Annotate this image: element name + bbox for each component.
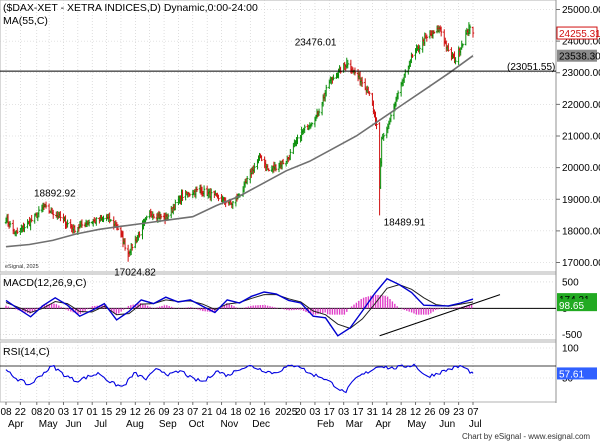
date-tick-label: 02 xyxy=(245,407,257,418)
rsi-legend: RSI(14,C) xyxy=(3,346,50,358)
month-label: Apr xyxy=(8,419,24,430)
last-price-value-box xyxy=(556,26,598,40)
macd-line xyxy=(5,277,474,337)
month-label: Jul xyxy=(94,419,107,430)
ma-legend: MA(55,C) xyxy=(3,15,48,27)
price-annotation: 18892.92 xyxy=(34,189,76,200)
month-label: Dec xyxy=(252,419,270,430)
rsi-tick-label: 100 xyxy=(562,344,579,355)
price-annotation: 23476.01 xyxy=(295,38,337,49)
month-label: May xyxy=(39,419,58,430)
month-label: Apr xyxy=(375,419,391,430)
month-label: Jul xyxy=(469,419,482,430)
ma55-line xyxy=(5,55,474,248)
rsi-value: 57.61 xyxy=(559,369,584,380)
chart-title: ($DAX-XET - XETRA INDICES,D) Dynamic,0:0… xyxy=(3,2,258,14)
date-tick-label: 03 xyxy=(338,407,350,418)
date-tick-label: 12 xyxy=(410,407,422,418)
date-tick-label: 09 xyxy=(439,407,451,418)
macd-signal-value-box xyxy=(557,299,597,312)
date-tick-label: 03 xyxy=(309,407,321,418)
macd-tick-label: 500 xyxy=(562,277,579,288)
rsi-pane xyxy=(0,363,556,394)
date-tick-label: 09 xyxy=(158,407,170,418)
date-tick-label: 21 xyxy=(202,407,214,418)
price-tick-label: 17000.00 xyxy=(562,258,600,269)
date-tick-label: 31 xyxy=(367,407,379,418)
date-tick-label: 22 xyxy=(15,407,27,418)
date-tick-label: 23 xyxy=(453,407,465,418)
ma55-value: 23538.30 xyxy=(559,52,600,63)
date-tick-label: 01 xyxy=(87,407,99,418)
price-tick-label: 21000.00 xyxy=(562,132,600,143)
ma55-value-box xyxy=(557,49,597,62)
date-tick-label: 29 xyxy=(115,407,127,418)
month-label: Sep xyxy=(159,419,177,430)
price-tick-label: 24000.00 xyxy=(562,37,600,48)
date-tick-label: 20 xyxy=(44,407,56,418)
price-annotation: (23051.55) xyxy=(507,62,555,73)
price-tick-label: 23000.00 xyxy=(562,68,600,79)
price-annotation: 17024.82 xyxy=(114,268,156,279)
axes: 17000.00 18000.00 19000.00 20000.00 21000.00… xyxy=(0,5,600,430)
date-tick-label: 07 xyxy=(187,407,199,418)
price-pane: 18892.92 17024.82 23476.01 18489.91 (23051.5… xyxy=(0,22,556,279)
date-tick-label: 26 xyxy=(144,407,156,418)
price-tick-label: 25000.00 xyxy=(562,5,600,16)
date-tick-label: 17 xyxy=(72,407,84,418)
date-tick-label: 26 xyxy=(424,407,436,418)
date-tick-label: 14 xyxy=(381,407,393,418)
gridlines xyxy=(0,0,556,402)
date-tick-label: 07 xyxy=(467,407,479,418)
month-label: Nov xyxy=(220,419,238,430)
date-tick-label: 15 xyxy=(101,407,113,418)
month-label: May xyxy=(407,419,426,430)
date-tick-label: 20 xyxy=(295,407,307,418)
macd-pane xyxy=(0,277,556,337)
price-tick-label: 18000.00 xyxy=(562,226,600,237)
date-tick-label: 17 xyxy=(352,407,364,418)
date-tick-label: 2025 xyxy=(275,407,298,418)
rsi-value-box xyxy=(557,367,597,380)
price-tick-label: 22000.00 xyxy=(562,100,600,111)
macd-signal-value: 98.65 xyxy=(559,301,584,312)
date-tick-label: 16 xyxy=(259,407,271,418)
date-tick-label: 08 xyxy=(0,407,12,418)
price-tick-label: 19000.00 xyxy=(562,195,600,206)
date-tick-label: 08 xyxy=(31,407,43,418)
month-label: Mar xyxy=(346,419,364,430)
date-tick-label: 23 xyxy=(173,407,185,418)
date-tick-label: 17 xyxy=(324,407,336,418)
price-tick-label: 20000.00 xyxy=(562,163,600,174)
date-tick-label: 12 xyxy=(130,407,142,418)
price-annotation: 18489.91 xyxy=(384,217,426,228)
date-tick-label: 03 xyxy=(58,407,70,418)
date-tick-label: 04 xyxy=(216,407,228,418)
rsi-line xyxy=(5,363,474,394)
chart-credit: Chart by eSignal - www.esignal.com xyxy=(462,432,590,441)
date-tick-label: 18 xyxy=(230,407,242,418)
date-tick-label: 28 xyxy=(396,407,408,418)
month-label: Jun xyxy=(65,419,81,430)
macd-trendline xyxy=(379,294,501,337)
last-price-value: 24255.31 xyxy=(559,29,600,40)
month-label: Aug xyxy=(126,419,144,430)
watermark: eSignal, 2025 xyxy=(5,264,39,270)
macd-tick-label: -500 xyxy=(562,330,582,341)
month-label: Feb xyxy=(317,419,335,430)
month-label: Jun xyxy=(439,419,455,430)
macd-legend: MACD(12,26,9,C) xyxy=(3,277,86,289)
month-label: Oct xyxy=(189,419,205,430)
